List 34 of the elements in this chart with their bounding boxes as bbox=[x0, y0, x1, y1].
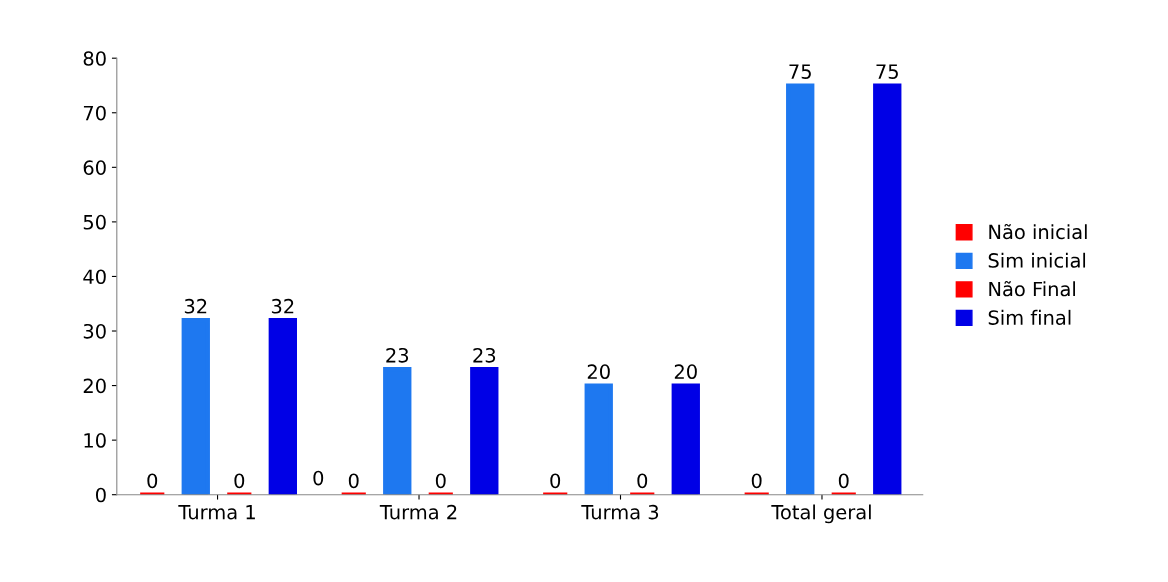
data-label: 23 bbox=[386, 347, 409, 363]
data-label: 32 bbox=[271, 298, 294, 314]
y-tick-label: 40 bbox=[83, 269, 106, 285]
data-label: 75 bbox=[876, 64, 898, 79]
data-label: 0 bbox=[435, 473, 446, 489]
legend-label: Sim final bbox=[988, 309, 1071, 325]
data-label: 0 bbox=[550, 473, 561, 489]
data-label: 32 bbox=[184, 298, 207, 314]
data-label: 0 bbox=[147, 473, 158, 489]
y-tick-label: 50 bbox=[83, 214, 106, 230]
legend-label: Não Final bbox=[989, 280, 1075, 297]
annotation: 0 bbox=[313, 470, 324, 486]
legend-label: Sim inicial bbox=[988, 252, 1086, 268]
data-label: 0 bbox=[838, 473, 849, 489]
data-label: 0 bbox=[234, 473, 245, 489]
y-tick-label: 80 bbox=[83, 51, 106, 66]
y-tick-label: 20 bbox=[83, 378, 106, 394]
y-tick-label: 60 bbox=[83, 160, 106, 175]
data-label: 75 bbox=[789, 64, 811, 79]
x-tick-label: Turma 1 bbox=[178, 505, 255, 520]
data-label: 23 bbox=[473, 347, 496, 363]
x-tick-label: Turma 2 bbox=[379, 504, 457, 520]
y-tick-label: 30 bbox=[83, 323, 106, 339]
data-label: 0 bbox=[637, 473, 648, 489]
y-tick-label: 70 bbox=[83, 105, 106, 121]
y-tick-label: 0 bbox=[95, 487, 106, 503]
data-label: 0 bbox=[751, 473, 762, 489]
data-label: 20 bbox=[587, 364, 610, 380]
x-tick-label: Total geral bbox=[771, 504, 871, 524]
data-label: 0 bbox=[348, 473, 359, 489]
y-tick-label: 10 bbox=[84, 433, 106, 448]
data-label: 20 bbox=[674, 364, 697, 380]
legend-label: Não inicial bbox=[989, 223, 1087, 240]
x-tick-label: Turma 3 bbox=[581, 504, 659, 520]
